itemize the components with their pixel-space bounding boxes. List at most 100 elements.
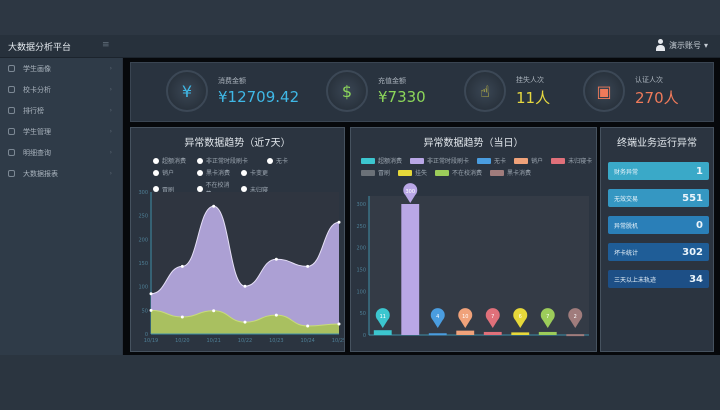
y-tick-label: 300 [356,202,366,208]
sidebar-item[interactable]: 排行榜 › [0,100,122,121]
legend-swatch [361,169,375,176]
terminal-row[interactable]: 坏卡统计 302 [608,243,709,261]
data-label: 300 [405,189,415,195]
bar[interactable] [483,331,502,335]
legend-label: 销户 [162,170,175,177]
terminal-row[interactable]: 三天以上未轨迹 34 [608,270,709,288]
legend-dot-icon [153,169,159,176]
kpi-value: ¥12709.42 [218,88,300,106]
legend-item[interactable]: 冒刷 [361,168,390,177]
legend-label: 冒刷 [378,170,391,177]
legend-dot-icon [153,186,159,192]
data-label: 11 [380,314,386,320]
data-point[interactable] [180,264,184,268]
data-point[interactable] [149,308,153,312]
kpi-label: 认证人次 [635,75,663,84]
row-label: 无效交易 [614,195,639,203]
trend-today-panel: 异常数据趋势（当日） 超额消费 非正常时段刷卡 无卡 销户 未归寝卡冒刷 挂失 不在校消费 黑… [350,127,597,352]
data-point[interactable] [180,315,184,319]
kpi-card: $ 充值金额 ¥7330 [326,70,426,112]
terminal-row[interactable]: 异常脱机 0 [608,216,709,234]
legend-item[interactable]: 超额消费 [153,156,189,165]
bar[interactable] [566,334,585,337]
kpi-label: 消费金额 [218,77,246,85]
legend-swatch [477,157,492,164]
legend: 超额消费 非正常时段刷卡 无卡 销户 未归寝卡冒刷 挂失 不在校消费 黑卡消费 [361,156,596,177]
bar[interactable] [373,330,392,335]
value-pin [430,308,445,328]
bar[interactable] [538,331,557,335]
value-pin [540,308,555,328]
legend-item[interactable]: 超额消费 [361,156,402,165]
row-value: 1 [696,165,703,177]
legend-item[interactable]: 卡变更 [241,168,303,177]
legend-item[interactable]: 挂失 [398,168,427,177]
data-point[interactable] [274,313,278,317]
row-value: 551 [682,192,703,204]
sidebar-item[interactable]: 学生画像 › [0,58,122,79]
x-tick-label: 10/23 [269,338,283,344]
kpi-card: ¥ 消费金额 ¥12709.42 [166,70,299,112]
panel-title: 异常数据趋势（当日） [423,138,524,149]
trend-7day-panel: 异常数据趋势（近7天） 超额消费 非正常时段刷卡 无卡 销户 黑卡消费 卡变更 冒刷 不在校消… [130,127,345,352]
y-tick-label: 0 [145,332,148,338]
legend-dot-icon [197,186,203,192]
data-point[interactable] [212,204,216,208]
data-point[interactable] [306,264,310,268]
legend-swatch [398,169,413,176]
chevron-right-icon: › [109,65,112,72]
legend-item[interactable]: 销户 [153,168,189,177]
footer-area [0,355,720,410]
legend-item[interactable]: 非正常时段刷卡 [197,156,259,165]
bar[interactable] [511,332,530,335]
bar[interactable] [428,333,447,336]
x-tick-label: 10/19 [144,338,158,344]
data-point[interactable] [337,220,341,224]
legend-item[interactable]: 冒刷 [153,180,189,198]
data-point[interactable] [243,284,247,288]
row-label: 财务异常 [614,168,639,176]
legend-label: 未归寝 [250,186,269,194]
terminal-row[interactable]: 财务异常 1 [608,162,709,180]
x-tick-label: 10/25 [332,338,344,344]
data-point[interactable] [149,292,153,296]
data-label: 7 [491,314,494,320]
sidebar-item[interactable]: 校卡分析 › [0,79,122,100]
bar[interactable] [456,330,475,335]
y-tick-label: 200 [138,237,148,243]
data-point[interactable] [212,309,216,313]
bar[interactable] [401,204,420,335]
legend-item[interactable]: 无卡 [267,156,303,165]
sidebar-item[interactable]: 学生管理 › [0,121,122,142]
value-pin [458,308,473,328]
y-tick-label: 50 [360,311,366,317]
legend-item[interactable]: 非正常时段刷卡 [410,156,469,165]
legend-item[interactable]: 黑卡消费 [197,168,233,177]
sidebar-item[interactable]: 大数据报表 › [0,163,122,184]
trophy-icon [8,107,15,114]
row-value: 34 [689,273,703,285]
sidebar-item-label: 明细查询 [23,148,51,157]
legend-item[interactable]: 销户 [514,156,543,165]
legend-item[interactable]: 不在校消费 [435,168,482,177]
sidebar-item[interactable]: 明细查询 › [0,142,122,163]
hamburger-icon[interactable]: ≡ [102,40,110,50]
data-point[interactable] [243,320,247,324]
y-tick-label: 100 [356,289,366,295]
data-point[interactable] [274,257,278,261]
data-point[interactable] [306,324,310,328]
legend-item[interactable]: 黑卡消费 [490,168,531,177]
data-label: 7 [546,314,549,320]
legend-item[interactable]: 无卡 [477,156,506,165]
x-tick-label: 10/24 [300,338,314,344]
terminal-row[interactable]: 无效交易 551 [608,189,709,207]
legend-item[interactable]: 未归寝卡 [551,156,592,165]
user-menu[interactable]: 演示账号 ▾ [655,39,708,51]
y-tick-label: 150 [356,268,366,274]
y-tick-label: 300 [138,190,148,196]
chevron-right-icon: › [109,170,112,177]
legend-label: 冒刷 [162,186,175,194]
kpi-label: 充值金额 [378,77,406,85]
legend-item[interactable]: 未归寝 [241,180,277,198]
data-point[interactable] [337,322,341,326]
